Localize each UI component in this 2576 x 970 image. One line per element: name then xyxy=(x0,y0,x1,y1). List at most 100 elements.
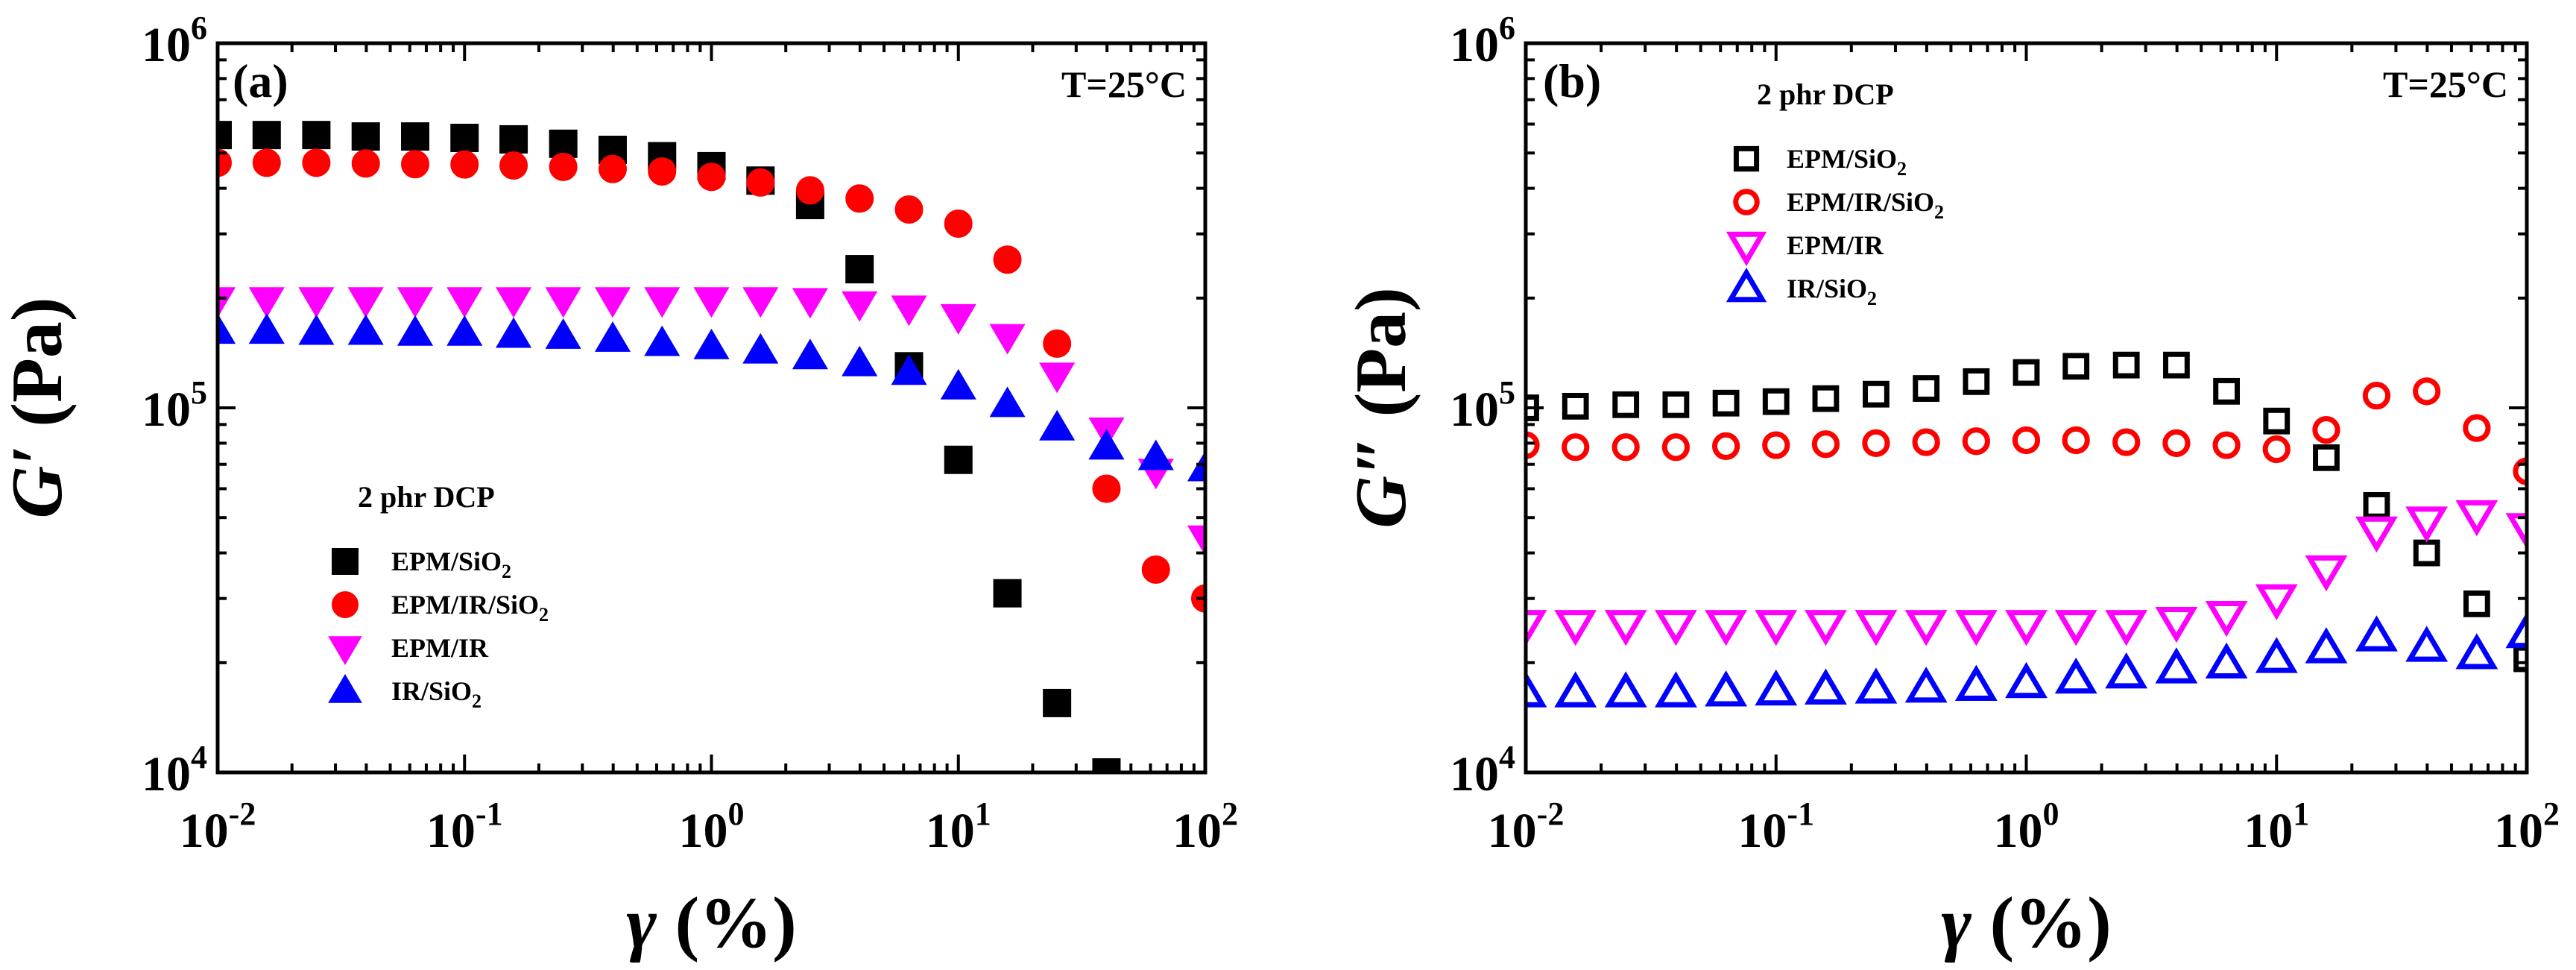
data-point xyxy=(693,328,730,359)
data-point xyxy=(598,154,627,183)
data-point xyxy=(1712,389,1740,417)
data-point xyxy=(302,121,331,150)
data-point xyxy=(549,152,578,181)
data-point xyxy=(2355,516,2398,553)
data-point xyxy=(1854,610,1898,646)
data-point xyxy=(446,315,483,346)
data-point xyxy=(1661,433,1690,462)
panel-label: (b) xyxy=(1543,54,1601,107)
x-tick-label: 101 xyxy=(2244,796,2309,858)
legend-marker xyxy=(1733,189,1760,215)
data-point xyxy=(2363,491,2390,519)
data-point xyxy=(2205,600,2248,637)
data-point xyxy=(2312,415,2340,444)
data-point xyxy=(2162,429,2191,458)
data-point xyxy=(1654,610,1697,646)
data-point xyxy=(1705,670,1748,707)
data-point xyxy=(545,318,581,349)
temperature-label: T=25°C xyxy=(2383,63,2508,105)
data-point xyxy=(1554,610,1597,646)
data-point xyxy=(218,287,236,318)
data-point xyxy=(2105,652,2148,689)
data-point xyxy=(2455,500,2498,537)
data-point xyxy=(1043,688,1072,717)
legend: 2 phr DCP EPM/SiO2 EPM/IR/SiO2 EPM/IR IR/SiO… xyxy=(1726,78,1944,309)
data-point xyxy=(1954,610,1998,646)
data-point xyxy=(450,150,479,179)
ticks xyxy=(216,42,1207,774)
data-point xyxy=(1904,610,1948,646)
data-point xyxy=(1912,428,1940,456)
data-point xyxy=(2362,382,2391,410)
data-point xyxy=(1662,391,1690,418)
legend-marker xyxy=(1726,268,1767,303)
data-point xyxy=(302,148,331,177)
data-point xyxy=(648,157,677,186)
data-point xyxy=(894,195,924,224)
data-point xyxy=(993,245,1022,274)
plot-area xyxy=(218,121,1205,772)
data-point xyxy=(1811,430,1840,459)
y-tick-label: 105 xyxy=(1450,374,1515,437)
data-point xyxy=(746,168,775,197)
data-point xyxy=(2262,435,2291,464)
y-axis-title: G″ (Pa) xyxy=(1341,287,1421,529)
legend-marker xyxy=(1726,231,1767,266)
data-point xyxy=(2155,606,2198,643)
x-axis-title: γ (%) xyxy=(626,883,797,963)
data-point xyxy=(1611,433,1640,462)
data-point xyxy=(2355,615,2398,652)
series-epm-ir-sio2 xyxy=(1526,377,2527,485)
data-point xyxy=(2212,431,2241,459)
data-point xyxy=(795,176,824,205)
data-point xyxy=(2213,377,2241,405)
x-tick-label: 100 xyxy=(1994,796,2059,858)
x-axis-title: γ (%) xyxy=(1941,883,2112,963)
x-tick-label: 10-1 xyxy=(426,796,503,858)
data-point xyxy=(545,287,581,318)
data-point xyxy=(2513,645,2527,673)
data-point xyxy=(446,287,483,318)
data-point xyxy=(248,287,285,318)
data-point xyxy=(351,122,380,151)
data-point xyxy=(2062,353,2090,380)
data-point xyxy=(2112,351,2140,379)
data-point xyxy=(347,314,384,345)
data-point xyxy=(495,287,532,318)
data-point xyxy=(2155,647,2198,684)
data-point xyxy=(1762,431,1790,459)
data-point xyxy=(944,209,973,238)
y-tick-label: 106 xyxy=(142,10,207,72)
data-point xyxy=(495,317,532,348)
data-point xyxy=(1604,671,1647,708)
data-point xyxy=(2305,555,2348,592)
data-point xyxy=(499,125,528,154)
data-point xyxy=(549,129,578,158)
data-point xyxy=(1562,392,1589,420)
data-point xyxy=(1612,391,1640,418)
data-point xyxy=(2163,351,2190,379)
data-point xyxy=(450,123,479,152)
data-point xyxy=(891,354,927,385)
data-point xyxy=(1088,429,1125,460)
legend-title: 2 phr DCP xyxy=(1757,78,1894,111)
x-tick-label: 10-1 xyxy=(1737,796,1814,858)
legend-entry: EPM/IR/SiO2 xyxy=(1787,187,1944,223)
legend-title: 2 phr DCP xyxy=(358,480,495,514)
panel-b-gdoubleprime: 10-2 10-1 100 101 102 104 105 106 γ (%) G″ (Pa) (b… xyxy=(1341,10,2560,963)
data-point xyxy=(2413,377,2441,406)
data-point xyxy=(1812,385,1840,412)
data-point xyxy=(347,287,384,318)
data-point xyxy=(940,303,976,335)
data-point xyxy=(218,121,232,150)
legend-entry: EPM/IR xyxy=(391,633,489,663)
x-tick-label: 102 xyxy=(2494,796,2560,858)
data-point xyxy=(298,287,335,318)
data-point xyxy=(989,386,1026,418)
data-point xyxy=(989,324,1026,355)
data-point xyxy=(2413,539,2440,567)
series-epm-sio2 xyxy=(1526,351,2527,673)
data-point xyxy=(2012,426,2041,455)
data-point xyxy=(940,368,976,400)
